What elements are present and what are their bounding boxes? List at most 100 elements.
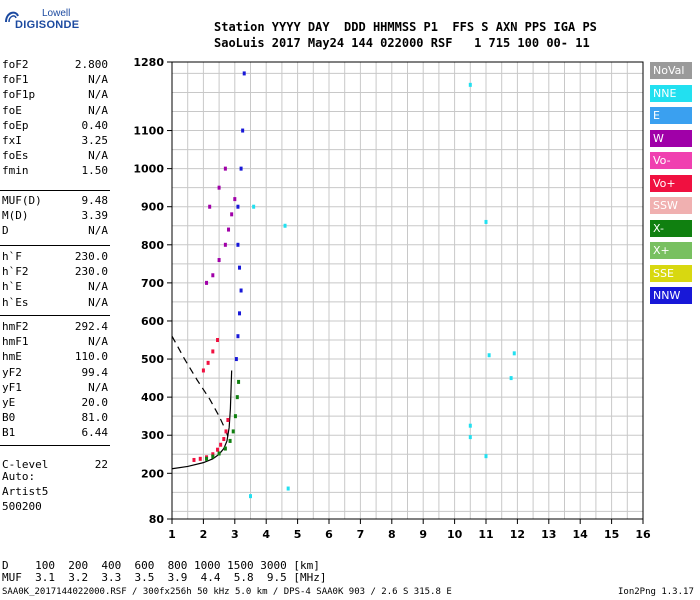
echo-point (484, 219, 488, 224)
legend-entry: W (650, 129, 692, 147)
x-tick-label: 9 (419, 528, 427, 541)
echo-point (216, 447, 220, 452)
echo-point (219, 442, 223, 447)
legend-entry: Vo- (650, 152, 692, 169)
x-tick-label: 4 (262, 528, 270, 541)
param-value: 0.40 (81, 118, 109, 132)
footer-left: SAA0K_2017144022000.RSF / 300fx256h 50 k… (2, 587, 452, 597)
profile-extrapolation (171, 335, 230, 439)
param-row: h`F 230.0 (2, 250, 108, 264)
x-tick-label: 1 (168, 528, 176, 541)
autoscale-line1: Auto: (2, 470, 36, 483)
echo-point (468, 423, 472, 428)
echo-point (211, 452, 215, 457)
param-value: N/A (88, 380, 108, 394)
echo-point (205, 456, 209, 461)
param-key: h`F2 (2, 265, 29, 279)
echo-point (249, 494, 252, 499)
echo-point (211, 454, 215, 459)
param-value: 1.50 (81, 164, 109, 178)
param-key: hmE (2, 350, 22, 364)
param-key: yF1 (2, 380, 22, 394)
echo-point (234, 357, 238, 362)
param-key: foF1 (2, 73, 29, 87)
y-tick-label: 600 (141, 315, 164, 328)
param-row: h`Es N/A (2, 296, 108, 310)
param-row: hmE 110.0 (2, 350, 108, 364)
param-key: h`F (2, 250, 22, 263)
x-tick-label: 11 (478, 528, 493, 541)
echo-point (512, 351, 516, 356)
param-row: foF2 2.800 (2, 58, 108, 72)
echo-point (509, 376, 513, 381)
autoscale-line3: 500200 (2, 500, 42, 513)
param-key: yE (2, 396, 16, 409)
legend-entry: X- (650, 219, 692, 237)
echo-point (201, 368, 205, 373)
echo-point (241, 128, 245, 133)
echo-point (242, 71, 246, 76)
param-row: B0 81.0 (2, 411, 108, 425)
param-value: N/A (88, 73, 108, 87)
echo-point (223, 446, 227, 451)
param-key: B1 (2, 426, 16, 440)
echo-point (198, 456, 202, 461)
y-tick-label: 1280 (133, 56, 164, 69)
param-row: h`E N/A (2, 280, 108, 294)
x-tick-label: 3 (231, 528, 239, 541)
legend-entry: SSW (650, 197, 692, 214)
param-value: N/A (88, 103, 108, 117)
param-row: yF2 99.4 (2, 366, 108, 380)
param-key: MUF(D) (2, 194, 42, 207)
echo-point (238, 265, 242, 270)
echo-point (227, 227, 231, 232)
param-value: 99.4 (81, 365, 109, 379)
echo-point (236, 334, 240, 339)
echo-point (192, 457, 196, 462)
echo-point (217, 258, 221, 263)
autoscale-line2: Artist5 (2, 485, 49, 498)
footer-right: Ion2Png 1.3.17 (618, 587, 694, 597)
electron-density-profile (171, 370, 233, 470)
echo-point (223, 242, 227, 247)
y-tick-label: 700 (141, 277, 164, 290)
legend-entry: X+ (650, 242, 692, 259)
muf-table-row2: MUF 3.1 3.2 3.3 3.5 3.9 4.4 5.8 9.5 [MHz… (2, 571, 327, 584)
plot-frame (171, 61, 644, 520)
x-tick-label: 10 (447, 528, 463, 541)
x-tick-label: 12 (510, 528, 525, 541)
param-value: 3.25 (81, 134, 109, 147)
echo-point (252, 204, 256, 209)
param-value: 6.44 (81, 426, 109, 440)
x-tick-label: 13 (541, 528, 556, 541)
echo-point (233, 414, 237, 419)
param-value: 110.0 (74, 350, 108, 364)
param-row: foF1 N/A (2, 73, 108, 87)
param-value: 81.0 (81, 411, 109, 425)
param-row: hmF1 N/A (2, 335, 108, 349)
x-tick-label: 16 (635, 528, 651, 541)
x-tick-label: 2 (200, 528, 208, 541)
param-value: 9.48 (81, 194, 109, 207)
echo-point (208, 204, 212, 209)
param-value: 20.0 (81, 396, 109, 409)
param-key: B0 (2, 411, 16, 425)
echo-point (468, 82, 472, 87)
echo-point (468, 435, 472, 440)
echo-point (238, 311, 242, 316)
param-row: yE 20.0 (2, 396, 108, 410)
echo-point (228, 438, 232, 443)
param-row: M(D) 3.39 (2, 209, 108, 223)
separator (0, 445, 110, 446)
param-value: 230.0 (74, 250, 108, 263)
x-tick-label: 15 (604, 528, 619, 541)
header-row2: SaoLuis 2017 May24 144 022000 RSF 1 715 … (214, 36, 590, 50)
echo-point (239, 288, 243, 293)
legend-entry: Vo+ (650, 174, 692, 192)
param-key: foEp (2, 118, 29, 132)
param-key: fmin (2, 164, 29, 178)
x-tick-label: 5 (294, 528, 302, 541)
echo-point (283, 223, 287, 228)
echo-point (226, 417, 230, 422)
echo-point (224, 429, 228, 434)
